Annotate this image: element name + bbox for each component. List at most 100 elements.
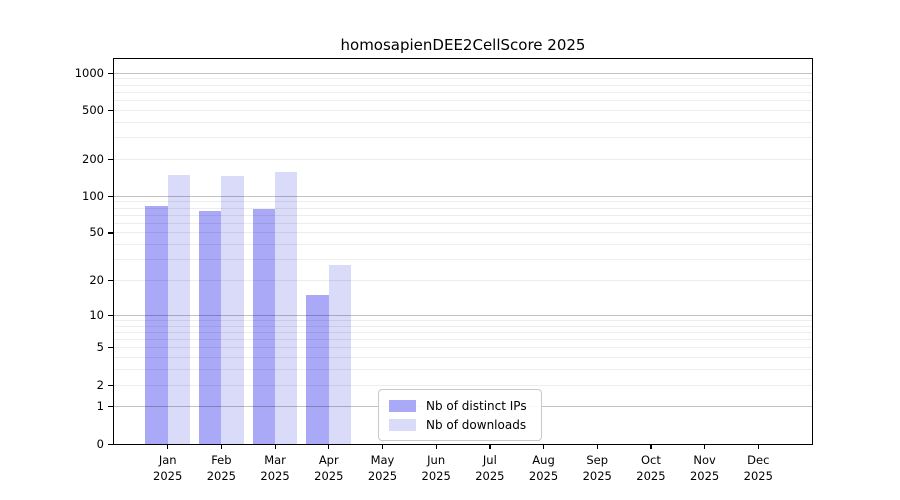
- x-tick-month: Dec: [747, 453, 770, 467]
- y-tick-mark-1000: [108, 72, 113, 74]
- legend-item-distinct-ips: Nb of distinct IPs: [389, 396, 531, 415]
- x-tick-label-mar: Mar 2025: [260, 452, 289, 484]
- y-tick-mark-0: [108, 443, 113, 445]
- x-tick-year: 2025: [367, 469, 398, 484]
- x-tick-mark-sep: [596, 444, 598, 449]
- x-tick-month: May: [370, 453, 395, 467]
- bar-jan-distinct-ips: [145, 206, 168, 444]
- x-tick-label-nov: Nov 2025: [690, 452, 719, 484]
- y-tick-mark-1: [108, 406, 113, 408]
- x-tick-year: 2025: [528, 469, 559, 484]
- x-tick-label-dec: Dec 2025: [744, 452, 773, 484]
- x-tick-label-jun: Jun 2025: [422, 452, 451, 484]
- x-tick-mark-nov: [704, 444, 706, 449]
- y-tick-label-5: 5: [96, 340, 104, 355]
- legend-swatch-distinct-ips: [389, 399, 416, 412]
- x-tick-year: 2025: [636, 469, 666, 484]
- x-tick-mark-may: [381, 444, 384, 449]
- x-tick-month: Nov: [693, 453, 716, 467]
- gridline-minor: [114, 158, 812, 160]
- x-tick-mark-apr: [328, 444, 330, 449]
- bar-mar-distinct-ips: [252, 208, 276, 444]
- legend: Nb of distinct IPs Nb of downloads: [378, 389, 542, 441]
- gridline-minor: [114, 207, 812, 209]
- x-tick-month: Jan: [158, 453, 177, 467]
- x-tick-year: 2025: [260, 469, 290, 484]
- x-tick-year: 2025: [421, 469, 451, 484]
- legend-item-downloads: Nb of downloads: [389, 415, 531, 434]
- x-tick-year: 2025: [743, 469, 773, 484]
- x-tick-label-may: May 2025: [368, 452, 397, 484]
- x-tick-label-jan: Jan 2025: [153, 452, 182, 484]
- legend-swatch-downloads: [389, 418, 416, 431]
- y-tick-mark-5: [108, 347, 113, 349]
- y-tick-label-20: 20: [89, 273, 104, 288]
- plot-area: 0 1 2 5 10 20 50 100 200 500 1000 Jan 2025 Feb 2025 Ma…: [75, 58, 813, 483]
- bar-apr-distinct-ips: [306, 295, 329, 444]
- legend-label-downloads: Nb of downloads: [426, 417, 527, 432]
- y-tick-label-100: 100: [82, 188, 104, 203]
- x-tick-month: Sep: [586, 453, 609, 467]
- x-tick-label-aug: Aug 2025: [529, 452, 558, 484]
- y-tick-mark-10: [108, 314, 113, 316]
- bar-mar-downloads: [275, 171, 298, 444]
- gridline-minor: [114, 201, 812, 203]
- x-tick-mark-jun: [435, 444, 437, 449]
- bar-feb-distinct-ips: [198, 210, 222, 444]
- bar-jan-downloads: [167, 174, 191, 444]
- chart-title: homosapienDEE2CellScore 2025: [340, 36, 586, 54]
- gridline-minor: [114, 78, 812, 80]
- x-tick-mark-jul: [489, 444, 491, 449]
- x-tick-month: Apr: [318, 453, 339, 467]
- gridline-minor: [114, 121, 812, 123]
- x-tick-mark-feb: [220, 444, 223, 449]
- y-tick-mark-50: [108, 232, 113, 234]
- bar-feb-downloads: [221, 176, 244, 444]
- x-tick-mark-aug: [543, 444, 545, 449]
- y-tick-label-2: 2: [96, 377, 104, 392]
- legend-label-distinct-ips: Nb of distinct IPs: [426, 398, 527, 413]
- x-tick-year: 2025: [582, 469, 612, 484]
- gridline-minor: [114, 84, 812, 86]
- x-tick-month: Mar: [264, 453, 286, 467]
- x-tick-month: Jul: [482, 453, 497, 467]
- bar-apr-downloads: [328, 265, 352, 444]
- x-tick-month: Oct: [640, 453, 661, 467]
- gridline-major: [114, 72, 812, 74]
- gridline-minor: [114, 91, 812, 93]
- x-tick-label-apr: Apr 2025: [314, 452, 343, 484]
- y-tick-label-1: 1: [96, 399, 104, 414]
- x-tick-label-sep: Sep 2025: [583, 452, 612, 484]
- x-tick-year: 2025: [206, 469, 237, 484]
- x-tick-mark-jan: [167, 444, 169, 449]
- y-tick-label-0: 0: [96, 436, 104, 451]
- y-tick-mark-200: [108, 158, 113, 160]
- x-tick-label-oct: Oct 2025: [636, 452, 665, 484]
- x-tick-label-jul: Jul 2025: [475, 452, 504, 484]
- x-tick-label-feb: Feb 2025: [207, 452, 236, 484]
- gridline-major: [114, 195, 812, 197]
- x-tick-mark-mar: [274, 444, 276, 449]
- y-tick-mark-100: [108, 195, 113, 197]
- x-tick-year: 2025: [314, 469, 344, 484]
- x-tick-year: 2025: [689, 469, 720, 484]
- y-tick-label-500: 500: [82, 102, 104, 117]
- x-tick-year: 2025: [475, 469, 505, 484]
- y-tick-mark-20: [108, 280, 113, 282]
- y-tick-label-50: 50: [89, 225, 104, 240]
- y-tick-label-1000: 1000: [74, 65, 104, 80]
- x-tick-month: Aug: [532, 453, 555, 467]
- x-tick-year: 2025: [153, 469, 183, 484]
- gridline-minor: [114, 109, 812, 111]
- gridline-minor: [114, 137, 812, 139]
- y-tick-label-200: 200: [82, 151, 104, 166]
- y-tick-mark-2: [108, 384, 113, 386]
- y-tick-mark-500: [108, 109, 113, 111]
- y-tick-label-10: 10: [89, 307, 104, 322]
- gridline-minor: [114, 99, 812, 101]
- x-tick-mark-dec: [757, 444, 759, 449]
- x-tick-month: Feb: [211, 453, 232, 467]
- x-tick-mark-oct: [650, 444, 652, 449]
- x-tick-month: Jun: [427, 453, 446, 467]
